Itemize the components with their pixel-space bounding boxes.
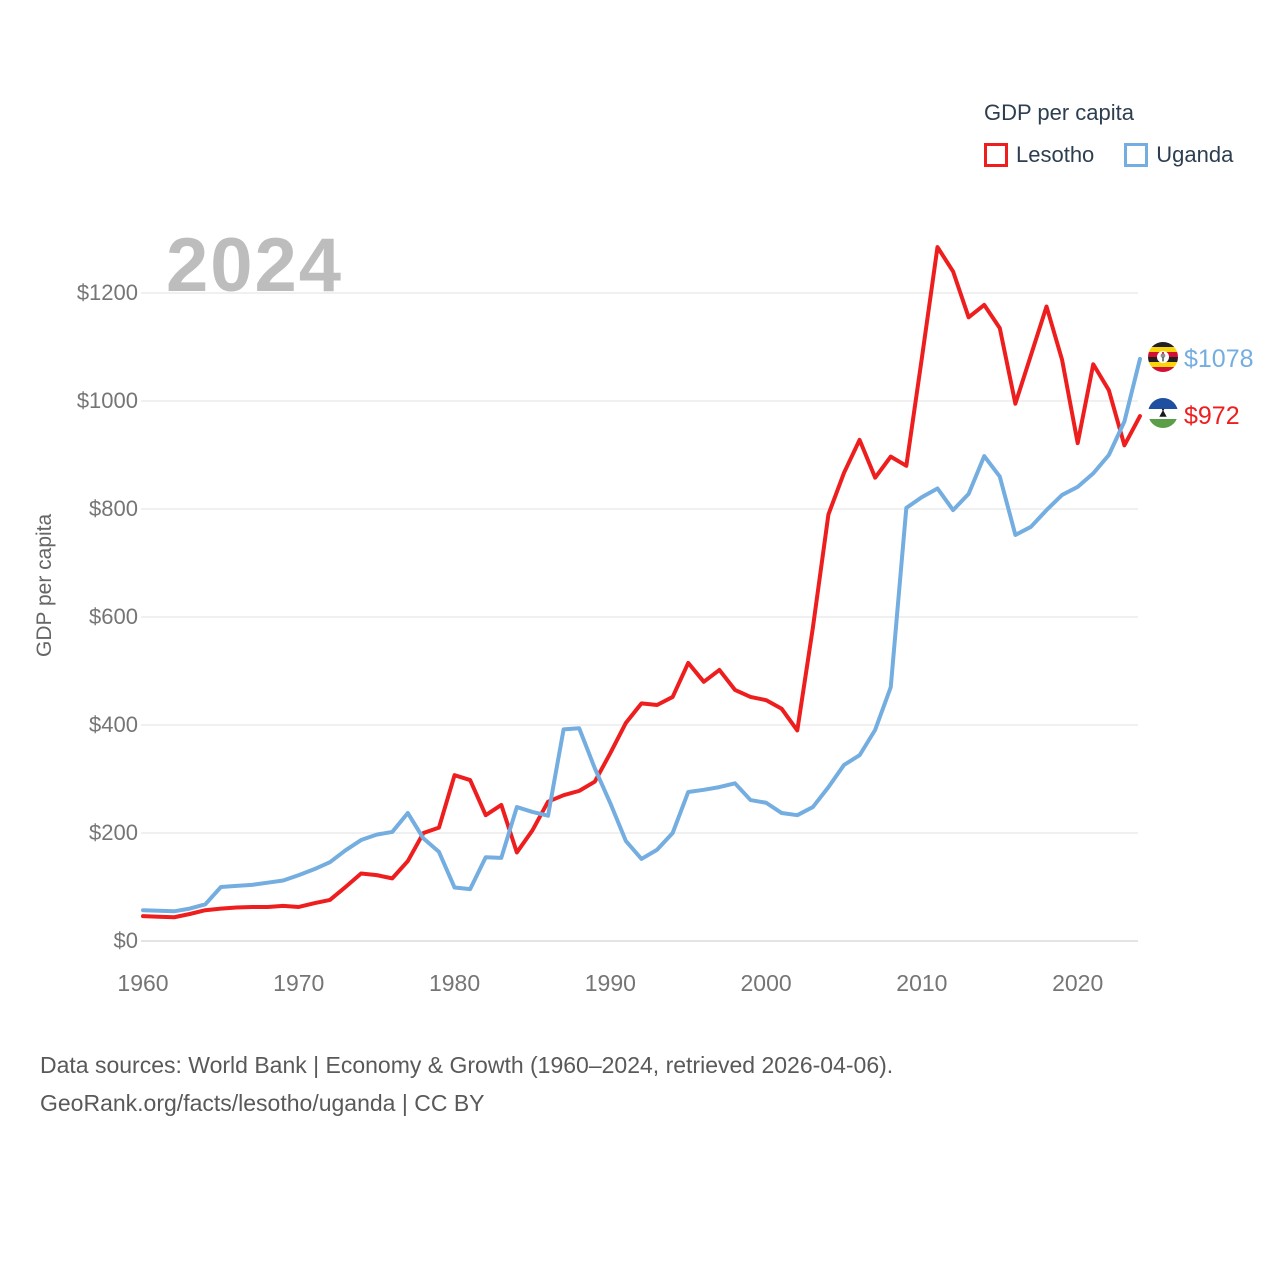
data-sources-text: Data sources: World Bank | Economy & Gro… <box>40 1052 894 1078</box>
legend-title: GDP per capita <box>984 100 1135 125</box>
y-axis-title: GDP per capita <box>33 513 56 657</box>
year-watermark: 2024 <box>166 223 344 308</box>
uganda-flag-icon <box>1148 342 1178 372</box>
uganda-line[interactable] <box>141 356 1142 914</box>
legend-label-uganda: Uganda <box>1156 142 1234 167</box>
attribution-link-text[interactable]: GeoRank.org/facts/lesotho/uganda | CC BY <box>40 1090 485 1116</box>
legend-label-lesotho: Lesotho <box>1016 142 1095 167</box>
lesotho-swatch-icon <box>984 143 1008 167</box>
uganda-swatch-icon <box>1124 143 1149 167</box>
legend-item-lesotho[interactable]: Lesotho <box>984 142 1094 168</box>
lesotho-line[interactable] <box>141 245 1142 920</box>
legend-items: Lesotho Uganda <box>984 142 1233 168</box>
source-footer: Data sources: World Bank | Economy & Gro… <box>40 1046 893 1122</box>
lesotho-flag-icon <box>1148 398 1178 428</box>
legend-item-uganda[interactable]: Uganda <box>1124 142 1233 168</box>
uganda-value-label: $1078 <box>1184 345 1254 373</box>
chart-legend: GDP per capita Lesotho Uganda <box>984 100 1233 168</box>
lesotho-value-label: $972 <box>1184 402 1240 430</box>
